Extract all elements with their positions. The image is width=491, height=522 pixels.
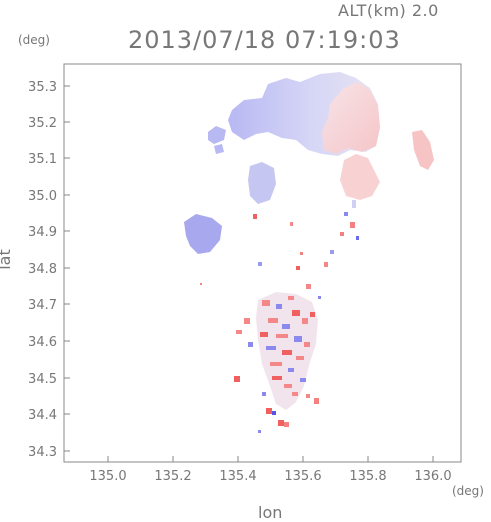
plot-frame (63, 63, 462, 463)
north-small-lobe (214, 144, 224, 154)
x-tick-label: 135.4 (219, 469, 256, 484)
north-east-pink-region (322, 82, 380, 154)
y-tick-label: 34.3 (28, 445, 57, 460)
y-tick-label: 34.7 (28, 298, 57, 313)
mideast-pink-patch (340, 154, 380, 200)
timestamp-title: 2013/07/18 07:19:03 (128, 26, 401, 54)
y-tick-label: 34.9 (28, 225, 57, 240)
y-axis-ticks: 35.3 35.2 35.1 35.0 34.9 34.8 34.7 34.6 … (28, 80, 70, 460)
x-axis-unit: (deg) (452, 484, 484, 498)
y-tick-label: 34.4 (28, 408, 57, 423)
x-axis-label: lon (258, 503, 283, 522)
y-tick-label: 35.2 (28, 116, 57, 131)
y-tick-label: 35.0 (28, 189, 57, 204)
south-echo-speckles (234, 296, 319, 433)
x-tick-label: 135.0 (89, 469, 126, 484)
west-blue-patch (184, 214, 222, 254)
x-axis-ticks: 135.0 135.2 135.4 135.6 135.8 136.0 (89, 456, 452, 484)
y-axis-unit: (deg) (18, 33, 50, 47)
scattered-echoes (200, 200, 359, 299)
y-tick-label: 34.6 (28, 335, 57, 350)
x-tick-label: 135.2 (154, 469, 191, 484)
north-west-lobe (208, 126, 226, 144)
y-tick-label: 35.1 (28, 152, 57, 167)
x-tick-label: 136.0 (414, 469, 451, 484)
x-tick-label: 135.8 (349, 469, 386, 484)
y-tick-label: 34.8 (28, 262, 57, 277)
y-tick-label: 35.3 (28, 80, 57, 95)
altitude-label: ALT(km) 2.0 (338, 1, 439, 20)
central-blue-patch (248, 162, 276, 204)
y-tick-label: 34.5 (28, 372, 57, 387)
x-tick-label: 135.6 (284, 469, 321, 484)
east-pink-patch (412, 130, 434, 170)
